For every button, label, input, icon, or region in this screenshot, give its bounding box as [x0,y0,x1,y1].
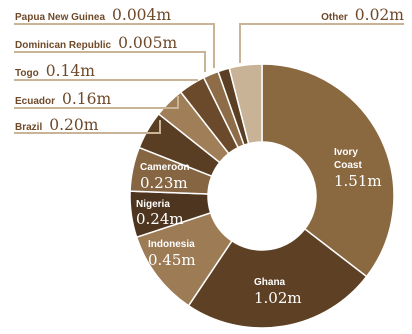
leader-other [239,23,404,63]
label-cameroon-value: 0.23m [140,174,188,192]
leader-papua-new-guinea [14,23,215,68]
label-ghana: Ghana [254,277,286,288]
slice-ghana [187,227,368,329]
donut-slices [129,63,395,329]
label-nigeria: Nigeria [136,199,170,210]
label-brazil: Brazil 0.20m [15,116,99,134]
leader-lines [14,23,404,134]
label-ivory-coast-line1: Ivory [334,147,358,158]
inside-labels: Ivory Coast 1.51m Ghana 1.02m Indonesia … [136,147,382,307]
label-indonesia-value: 0.45m [148,251,196,269]
leader-brazil [14,120,161,134]
label-ecuador: Ecuador 0.16m [15,90,112,108]
leader-ecuador [14,96,179,109]
label-ghana-value: 1.02m [254,289,302,307]
slice-other [228,63,263,145]
label-indonesia: Indonesia [148,239,195,250]
label-dominican-republic: Dominican Republic 0.005m [15,34,177,52]
slice-ivory-coast [261,63,395,278]
label-ivory-coast-value: 1.51m [334,172,382,190]
label-nigeria-value: 0.24m [136,210,184,228]
leader-dominican-republic [14,51,206,72]
label-papua-new-guinea: Papua New Guinea 0.004m [15,6,171,24]
label-ivory-coast-line2: Coast [334,160,362,171]
label-other: Other 0.02m [321,6,404,24]
label-cameroon: Cameroon [140,162,189,173]
label-togo: Togo 0.14m [15,62,95,80]
outside-labels: Papua New Guinea 0.004m Dominican Republ… [15,6,404,134]
